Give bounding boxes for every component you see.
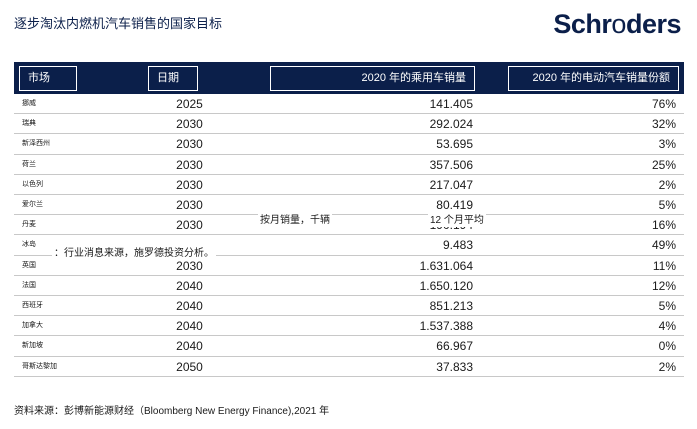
table-header-band <box>14 62 684 94</box>
table-row: 爱尔兰 2030 80.419 5% <box>14 195 684 216</box>
table-row: 加拿大 2040 1.537.388 4% <box>14 316 684 337</box>
market-cell: 法国 <box>22 281 36 289</box>
date-cell: 2030 <box>176 258 203 273</box>
ev-share-cell: 11% <box>652 258 676 273</box>
ev-share-cell: 4% <box>658 319 676 334</box>
table-row: 荷兰 2030 357.506 25% <box>14 155 684 175</box>
ev-share-cell: 0% <box>658 339 676 354</box>
overlay-source-text: ：行业消息来源，施罗德投资分析。 <box>52 247 216 260</box>
table-row: 以色列 2030 217.047 2% <box>14 175 684 195</box>
sales-cell: 292.024 <box>429 117 473 132</box>
date-cell: 2030 <box>176 198 203 212</box>
market-cell: 丹麦 <box>22 221 36 229</box>
table-row: 法国 2040 1.650.120 12% <box>14 276 684 296</box>
market-cell: 挪威 <box>22 100 36 107</box>
date-cell: 2025 <box>176 97 203 111</box>
header-ev-share: 2020 年的电动汽车销量份额 <box>508 66 679 91</box>
header-sales: 2020 年的乘用车销量 <box>270 66 475 91</box>
source-footnote: 资料来源：彭博新能源财经（Bloomberg New Energy Financ… <box>14 406 330 417</box>
ev-share-cell: 49% <box>651 238 676 253</box>
sales-cell: 1.650.120 <box>419 278 473 293</box>
ev-share-cell: 12% <box>651 278 676 293</box>
ev-share-cell: 2% <box>658 177 676 192</box>
ev-share-cell: 16% <box>651 218 676 233</box>
sales-cell: 217.047 <box>429 177 473 192</box>
page-title: 逐步淘汰内燃机汽车销售的国家目标 <box>14 16 223 31</box>
sales-cell: 66.967 <box>436 339 473 354</box>
market-cell: 瑞典 <box>22 120 36 128</box>
market-cell: 英国 <box>22 261 36 269</box>
sales-cell: 141.405 <box>429 97 473 111</box>
market-cell: 新加坡 <box>22 342 43 350</box>
market-cell: 爱尔兰 <box>22 201 43 208</box>
market-cell: 冰岛 <box>22 241 36 249</box>
date-cell: 2050 <box>176 359 203 374</box>
market-cell: 荷兰 <box>22 160 36 168</box>
ev-share-cell: 25% <box>651 157 676 172</box>
table-row: 新加坡 2040 66.967 0% <box>14 336 684 357</box>
market-cell: 加拿大 <box>22 322 43 330</box>
market-cell: 西班牙 <box>22 302 43 309</box>
table-row: 西班牙 2040 851.213 5% <box>14 296 684 317</box>
sales-cell: 37.833 <box>436 359 473 374</box>
date-cell: 2040 <box>176 319 203 334</box>
ev-share-cell: 32% <box>651 117 676 132</box>
sales-cell: 357.506 <box>429 157 473 172</box>
sales-cell: 9.483 <box>442 238 473 253</box>
table-row: 新泽西州 2030 53.695 3% <box>14 134 684 155</box>
sales-cell: 80.419 <box>436 198 473 212</box>
table-row: 哥斯达黎加 2050 37.833 2% <box>14 357 684 377</box>
date-cell: 2030 <box>176 177 203 192</box>
date-cell: 2030 <box>176 157 203 172</box>
sales-cell: 1.537.388 <box>419 319 473 334</box>
overlay-unit-label: 按月销量，千辆 <box>258 214 332 227</box>
date-cell: 2040 <box>176 278 203 293</box>
table-row: 丹麦2030190.19416% <box>14 215 684 236</box>
sales-cell: 1.631.064 <box>419 258 473 273</box>
table-row: 瑞典 2030 292.024 32% <box>14 114 684 135</box>
market-cell: 哥斯达黎加 <box>22 362 57 370</box>
sales-cell: 53.695 <box>436 137 473 152</box>
header-market: 市场 <box>19 66 77 91</box>
table-row: 挪威 2025 141.405 76% <box>14 94 684 115</box>
ev-share-cell: 5% <box>658 198 676 212</box>
date-cell: 2030 <box>176 218 203 233</box>
schroders-logo: Schroders <box>553 9 681 39</box>
market-cell: 新泽西州 <box>22 140 50 148</box>
date-cell: 2040 <box>176 339 203 354</box>
ev-share-cell: 3% <box>658 137 676 152</box>
header-date: 日期 <box>148 66 198 91</box>
overlay-average-label: 12 个月平均 <box>428 214 486 227</box>
date-cell: 2030 <box>176 137 203 152</box>
date-cell: 2030 <box>176 117 203 132</box>
sales-cell: 851.213 <box>429 299 473 313</box>
ev-share-cell: 2% <box>658 359 676 374</box>
date-cell: 2040 <box>176 299 203 313</box>
market-cell: 以色列 <box>22 180 43 188</box>
ev-share-cell: 5% <box>658 299 676 313</box>
table-row: 冰岛 9.483 49% <box>14 235 684 256</box>
table-row: 英国 2030 1.631.064 11% <box>14 256 684 276</box>
ev-share-cell: 76% <box>651 97 676 111</box>
